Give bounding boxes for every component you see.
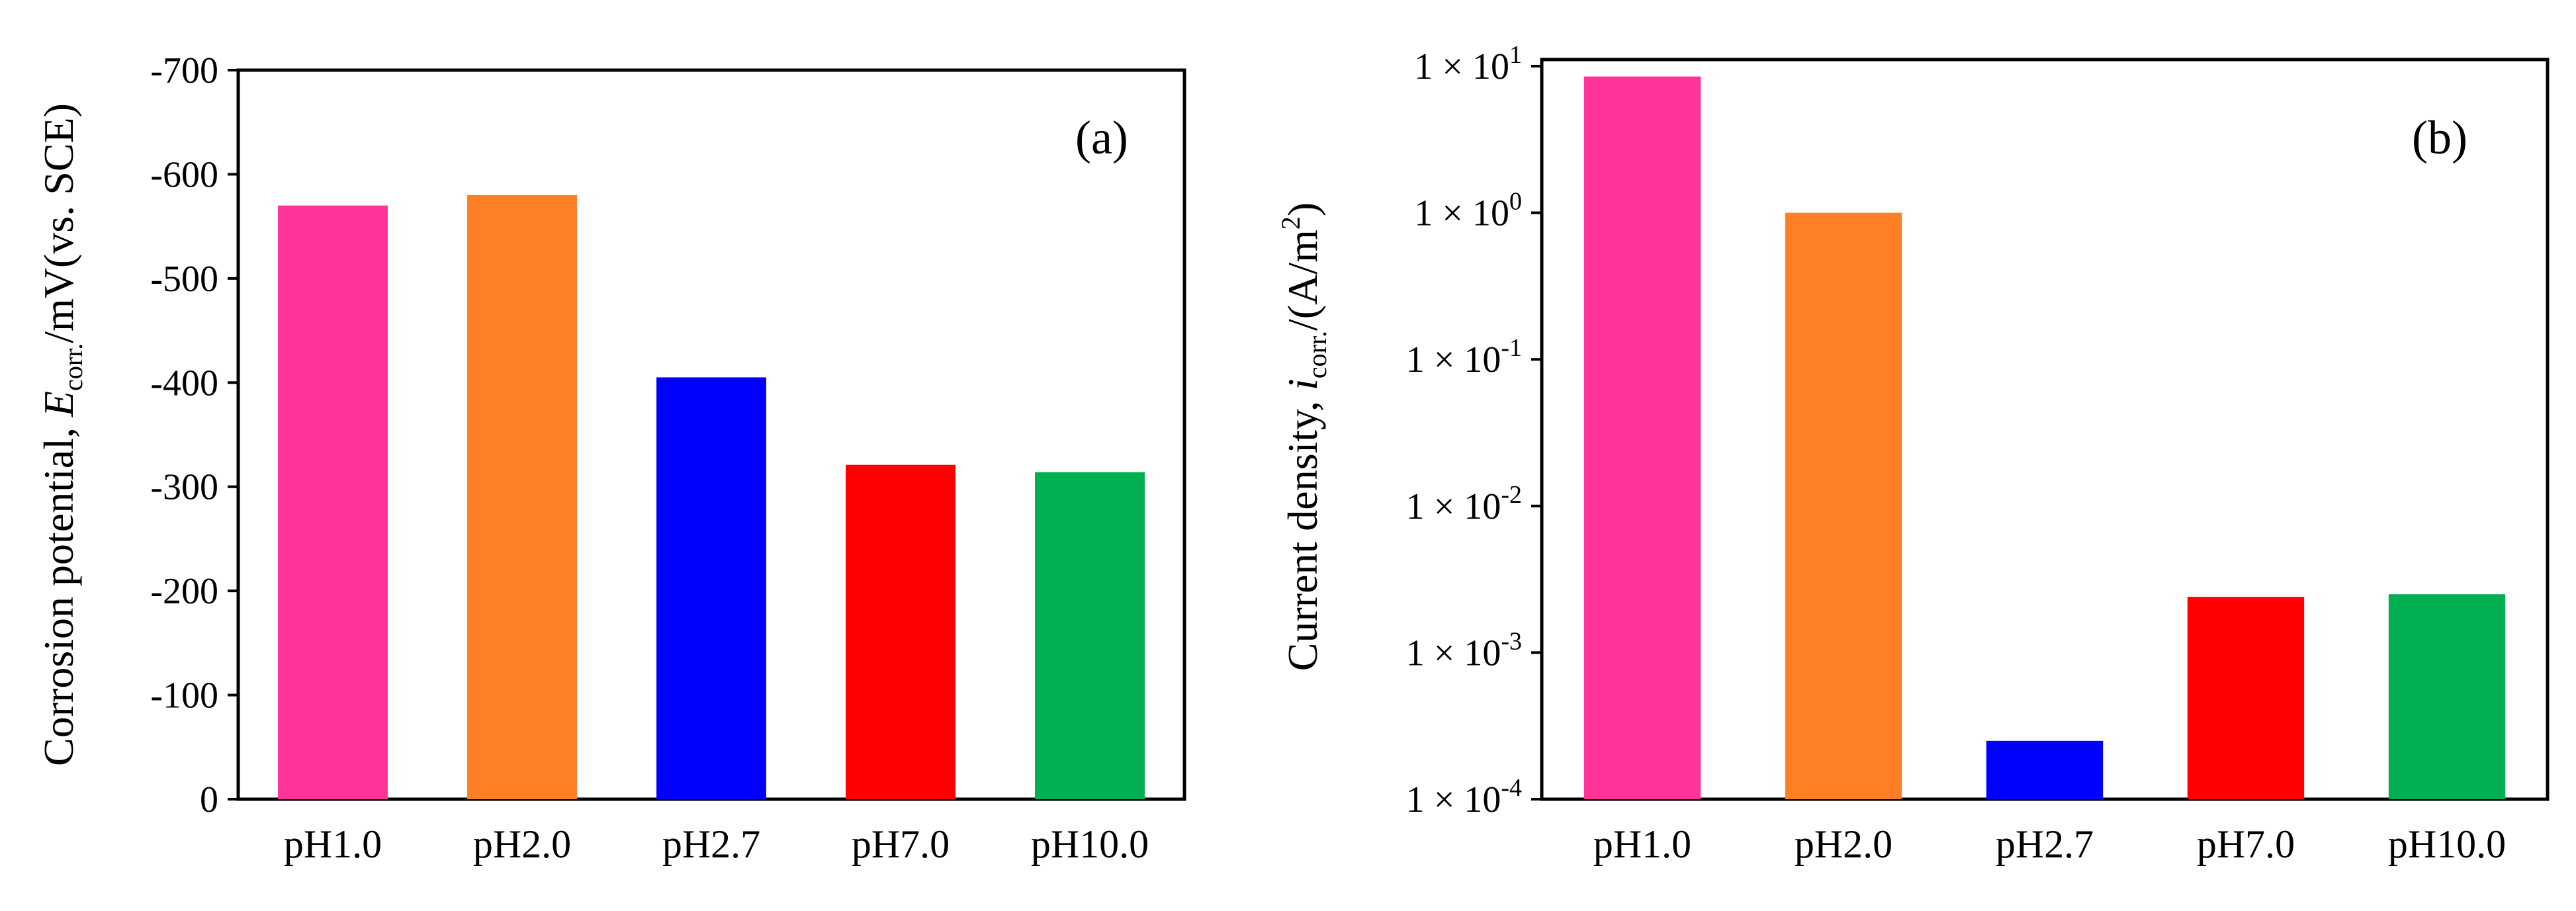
panel-a-x-tick-label: pH2.7 bbox=[662, 822, 760, 866]
panel-a-x-tick-label: pH2.0 bbox=[473, 822, 571, 866]
panel-a-bar-pH1.0 bbox=[278, 205, 388, 800]
panel-b-y-tick-label: 1 × 101 bbox=[1414, 41, 1522, 87]
panel-b-chart: 1 × 101 1 × 100 1 × 10-1 1 × 10-2 1 × 10-3 1 … bbox=[1276, 41, 2550, 866]
panel-a-x-tick-label: pH10.0 bbox=[1031, 822, 1149, 866]
panel-a-bar-pH2.0 bbox=[467, 195, 577, 799]
panel-a-y-tick-label: -500 bbox=[150, 259, 218, 300]
panel-a-chart: 0 -100 -200 -300 -400 -500 -600 -700 pH1.0 pH2.0… bbox=[35, 50, 1186, 866]
panel-b-y-axis-title: Current density, icorr./(A/m2) bbox=[1276, 202, 1332, 671]
panel-b-bar-pH1.0 bbox=[1583, 76, 1701, 800]
panel-b-y-tick-label: 1 × 10-2 bbox=[1406, 481, 1522, 527]
panel-b-bar-pH2.0 bbox=[1785, 212, 1902, 800]
panel-a-y-tick-label: -100 bbox=[150, 675, 218, 716]
panel-b-x-tick-label: pH2.0 bbox=[1795, 822, 1892, 866]
panel-b-bar-pH2.7 bbox=[1986, 740, 2104, 799]
panel-b-x-tick-label: pH2.7 bbox=[1996, 822, 2094, 866]
panel-a-tag: (a) bbox=[1075, 111, 1128, 164]
panel-a-y-tick-label: -300 bbox=[150, 467, 218, 508]
panel-a-y-axis-title: Corrosion potential, Ecorr./mV(vs. SCE) bbox=[35, 103, 88, 766]
panel-a-bar-pH7.0 bbox=[846, 464, 955, 799]
panel-a-bar-pH2.7 bbox=[656, 377, 766, 799]
panel-b-y-tick-label: 1 × 10-1 bbox=[1406, 334, 1522, 380]
panel-a-y-tick-label: -200 bbox=[150, 571, 218, 612]
panel-b-y-tick-label: 1 × 100 bbox=[1414, 188, 1522, 234]
panel-b-y-tick-label: 1 × 10-3 bbox=[1406, 627, 1522, 673]
panel-a-y-tick-label: -600 bbox=[150, 154, 218, 195]
panel-b-bar-pH10.0 bbox=[2388, 594, 2506, 799]
panel-a-y-tick-label: -700 bbox=[150, 50, 218, 91]
panel-b-bar-pH7.0 bbox=[2187, 597, 2305, 799]
panel-a-bar-pH10.0 bbox=[1035, 472, 1145, 799]
panel-b-y-tick-label: 1 × 10-4 bbox=[1406, 774, 1522, 820]
panel-b-x-tick-label: pH7.0 bbox=[2197, 822, 2295, 866]
panel-b-x-tick-label: pH10.0 bbox=[2388, 822, 2506, 866]
panel-a-y-tick-label: 0 bbox=[200, 779, 218, 820]
panel-a-y-tick-label: -400 bbox=[150, 363, 218, 404]
panel-b-x-tick-label: pH1.0 bbox=[1593, 822, 1691, 866]
panel-a-x-tick-label: pH7.0 bbox=[852, 822, 950, 866]
panel-a-x-tick-label: pH1.0 bbox=[284, 822, 382, 866]
panel-b-tag: (b) bbox=[2412, 111, 2467, 164]
